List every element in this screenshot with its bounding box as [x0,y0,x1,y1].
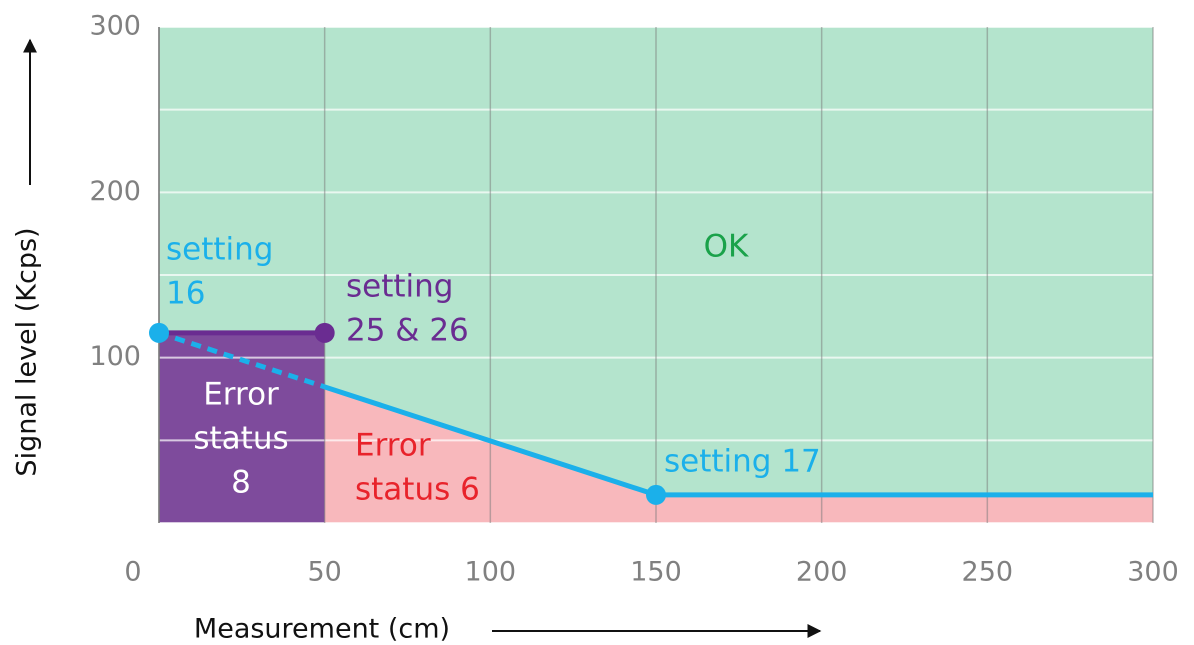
x-tick-label: 50 [307,557,341,588]
error-region [159,332,1153,523]
annotation: status 6 [355,472,480,508]
x-tick-label: 250 [962,557,1014,588]
x-tick-label: 200 [796,557,848,588]
x-tick-label: 150 [630,557,682,588]
point [314,322,335,343]
y-tick-label: 100 [89,341,141,372]
annotation: 25 & 26 [346,313,469,349]
x-tick-label: 100 [465,557,517,588]
annotation: status [193,421,288,457]
annotation: 16 [166,276,205,312]
annotation: setting [346,269,453,305]
annotation: Error [203,377,279,413]
x-axis-title: Measurement (cm) [194,614,450,645]
annotation: 8 [231,465,251,501]
x-tick-label: 300 [1127,557,1179,588]
annotation: Error [355,428,431,464]
annotation: OK [704,229,749,265]
point [646,484,666,505]
annotation: setting [166,232,273,268]
error-region [159,332,325,523]
y-tick-label: 300 [89,11,141,42]
point [149,322,169,343]
annotation: setting 17 [664,444,821,480]
y-axis-title: Signal level (Kcps) [12,227,43,476]
x-tick-label: 0 [124,557,141,588]
y-tick-label: 200 [89,176,141,207]
